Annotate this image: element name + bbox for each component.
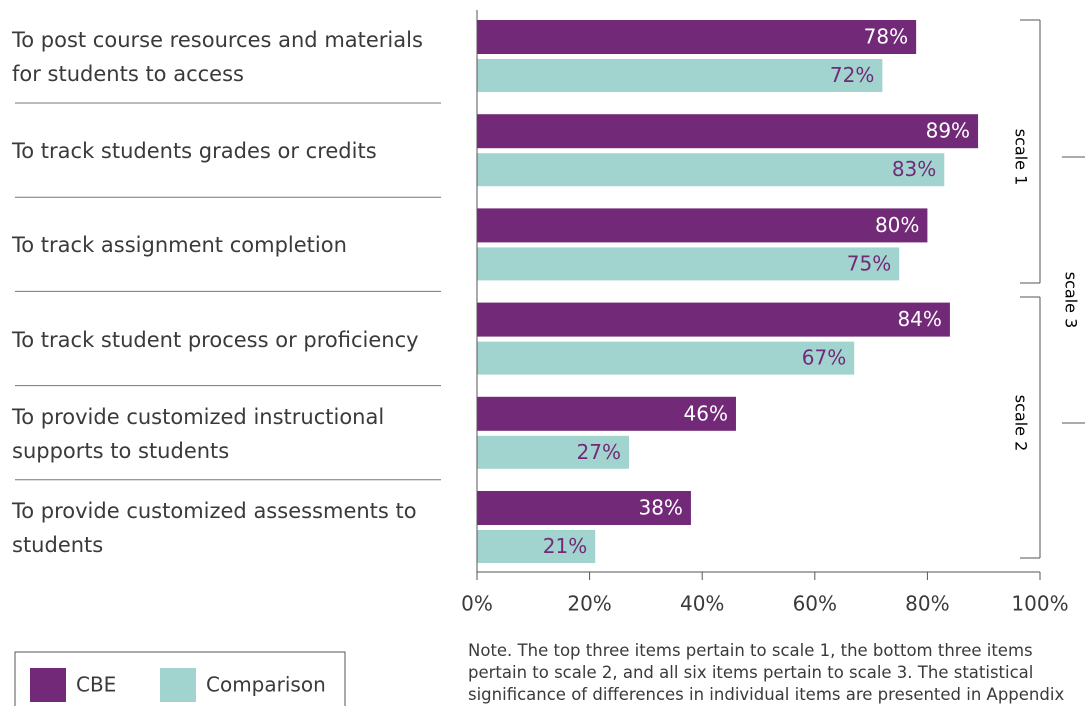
value-label: 84% — [897, 307, 941, 331]
value-label: 27% — [577, 440, 621, 464]
bar — [477, 247, 900, 281]
bar — [477, 396, 736, 431]
value-label: 72% — [830, 63, 874, 87]
legend-swatch — [30, 668, 66, 702]
x-tick-label: 0% — [461, 592, 493, 616]
value-label: 78% — [864, 25, 908, 49]
scale-label: scale 2 — [1012, 395, 1031, 452]
value-label: 21% — [543, 534, 587, 558]
bar — [477, 341, 855, 375]
category-label: To track students grades or credits — [12, 139, 377, 164]
value-label: 75% — [847, 251, 891, 275]
category-label: To track assignment completion — [12, 233, 347, 258]
value-label: 89% — [926, 119, 970, 143]
category-label: To post course resources and materials f… — [12, 28, 423, 86]
x-tick-label: 20% — [567, 592, 611, 616]
bar — [477, 59, 883, 92]
x-tick-label: 80% — [905, 592, 949, 616]
bar — [477, 435, 630, 469]
x-tick-label: 60% — [793, 592, 837, 616]
bar — [477, 114, 979, 149]
bar — [477, 302, 950, 337]
legend-box — [14, 651, 346, 706]
bar — [477, 491, 691, 525]
value-label: 38% — [638, 496, 682, 520]
bar — [477, 20, 917, 54]
category-label: To provide customized instructional supp… — [12, 404, 385, 463]
category-label: To track student process or proficiency — [12, 327, 419, 352]
x-tick-label: 40% — [680, 592, 724, 616]
bar — [477, 153, 945, 187]
legend-swatch — [160, 668, 196, 702]
value-label: 46% — [684, 401, 728, 425]
legend-label: Comparison — [206, 673, 326, 697]
bar — [477, 208, 928, 243]
scale-label: scale 1 — [1012, 129, 1031, 186]
note: Note. The top three items pertain to sca… — [468, 641, 1065, 704]
value-label: 83% — [892, 157, 936, 181]
value-label: 67% — [802, 346, 846, 370]
bar — [477, 530, 596, 563]
scale-label: scale 3 — [1062, 272, 1081, 329]
category-label: To provide customized assessments to stu… — [12, 499, 417, 557]
value-label: 80% — [875, 213, 919, 237]
x-tick-label: 100% — [1011, 592, 1068, 616]
legend-label: CBE — [76, 673, 116, 697]
